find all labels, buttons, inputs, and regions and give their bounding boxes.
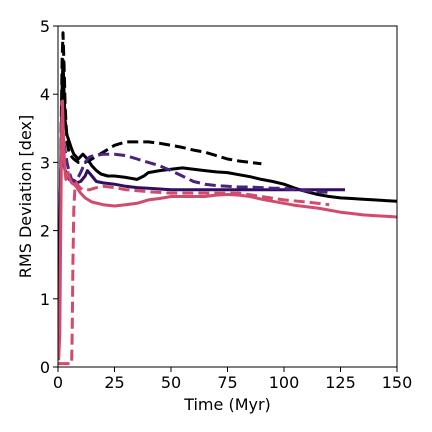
y-tick-label: 4: [40, 85, 50, 104]
y-tick-label: 3: [40, 153, 50, 172]
x-tick-label: 150: [382, 373, 413, 392]
x-tick-label: 0: [53, 373, 63, 392]
series-line-6: [58, 181, 330, 366]
y-axis: 0 1 2 3 4 5: [40, 17, 58, 377]
x-tick-label: 75: [217, 373, 237, 392]
series-line-1: [58, 58, 397, 347]
plot-frame: [57, 25, 398, 368]
x-tick-label: 100: [269, 373, 300, 392]
x-tick-label: 50: [161, 373, 181, 392]
x-tick-label: 25: [104, 373, 124, 392]
y-tick-label: 5: [40, 17, 50, 36]
x-axis: 0 25 50 75 100 125 150: [53, 367, 412, 392]
series-line-5: [58, 99, 397, 361]
x-tick-label: 125: [325, 373, 356, 392]
x-axis-label: Time (Myr): [183, 395, 271, 414]
y-axis-label: RMS Deviation [dex]: [16, 115, 35, 278]
y-tick-label: 0: [40, 358, 50, 377]
series-line-2: [59, 31, 262, 166]
y-tick-label: 2: [40, 222, 50, 241]
plot-lines: [58, 31, 397, 366]
y-tick-label: 1: [40, 290, 50, 309]
